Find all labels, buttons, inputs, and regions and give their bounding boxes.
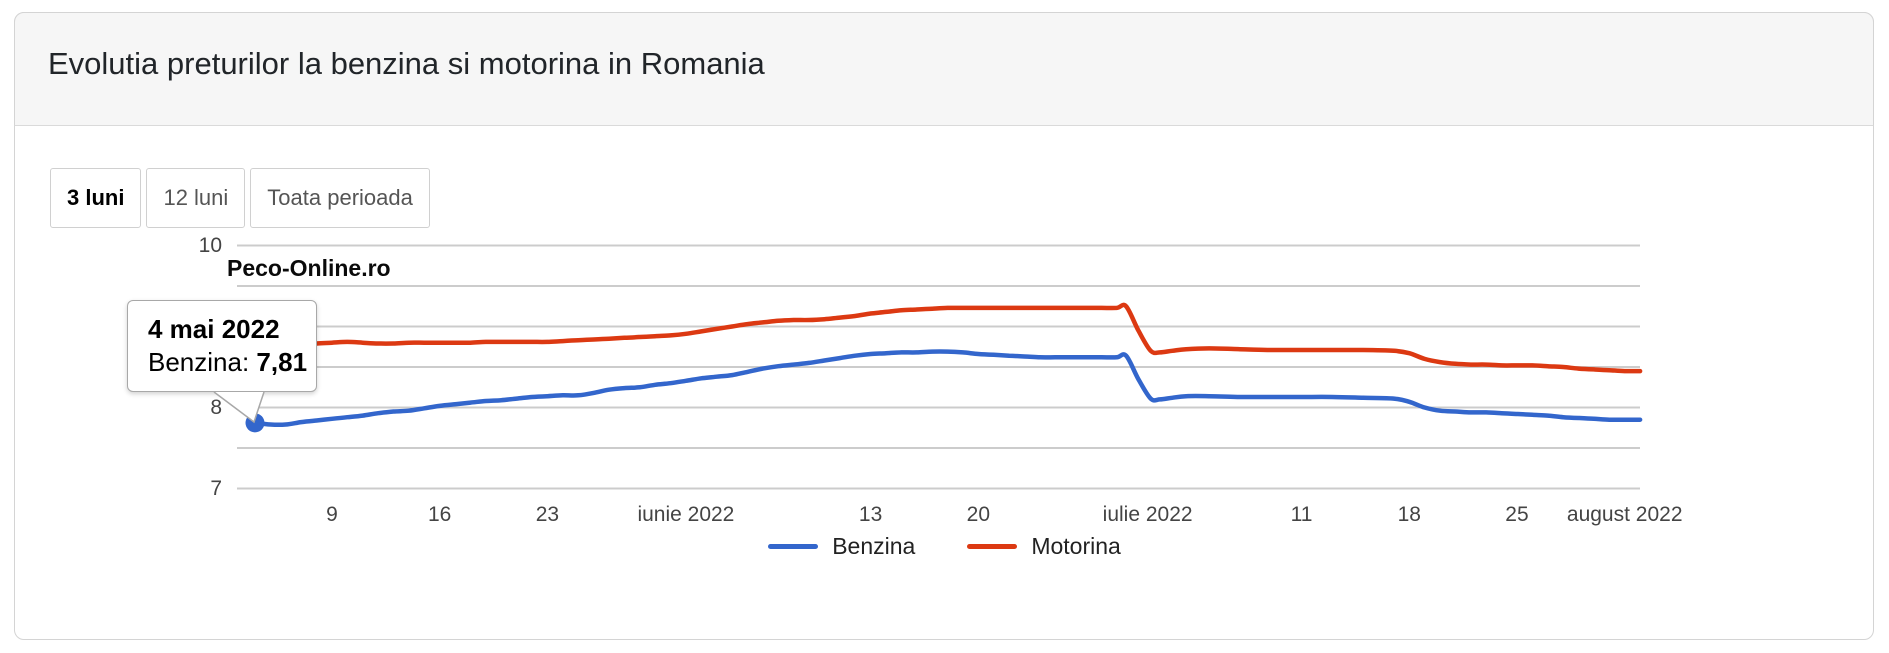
legend-swatch-benzina	[768, 544, 819, 549]
x-tick-9: 9	[326, 503, 338, 526]
y-tick-10: 10	[198, 233, 222, 257]
x-tick-13: 13	[858, 503, 883, 526]
range-button-3-luni[interactable]: 3 luni	[50, 168, 142, 228]
x-tick-16: 16	[427, 503, 452, 526]
range-button-toata-perioada[interactable]: Toata perioada	[250, 168, 430, 228]
chart-legend: Benzina Motorina	[0, 533, 1889, 560]
card-header	[14, 12, 1874, 126]
tooltip-series-label: Benzina:	[148, 347, 250, 377]
x-tick-23: 23	[535, 503, 560, 526]
y-tick-7: 7	[210, 476, 222, 500]
tooltip-date: 4 mai 2022	[148, 314, 280, 344]
tooltip-value: 7,81	[256, 347, 308, 377]
x-tick-20: 20	[966, 503, 991, 526]
range-selector: 3 luni 12 luni Toata perioada	[50, 168, 430, 228]
legend-item-benzina: Benzina	[768, 533, 915, 560]
x-tick-11: 11	[1290, 503, 1313, 526]
y-tick-8: 8	[210, 395, 222, 419]
watermark: Peco-Online.ro	[227, 255, 391, 281]
legend-label: Motorina	[1031, 533, 1121, 559]
x-tick-iunie-2022: iunie 2022	[637, 503, 735, 526]
gridlines	[237, 244, 1640, 490]
range-button-12-luni[interactable]: 12 luni	[146, 168, 246, 228]
legend-label: Benzina	[832, 533, 916, 559]
tooltip-value-line: Benzina: 7,81	[148, 346, 316, 379]
x-tick-iulie-2022: iulie 2022	[1102, 503, 1193, 526]
legend-swatch-motorina	[967, 544, 1018, 549]
x-tick-august-2022: august 2022	[1566, 503, 1683, 526]
page-title: Evolutia preturilor la benzina si motori…	[48, 46, 765, 81]
legend-item-motorina: Motorina	[967, 533, 1121, 560]
chart-tooltip: 4 mai 2022 Benzina: 7,81	[127, 300, 317, 424]
tooltip-pointer	[213, 391, 265, 424]
x-tick-18: 18	[1397, 503, 1421, 526]
x-tick-25: 25	[1505, 503, 1529, 526]
motorina-line	[252, 302, 1643, 374]
benzina-line	[252, 349, 1643, 428]
